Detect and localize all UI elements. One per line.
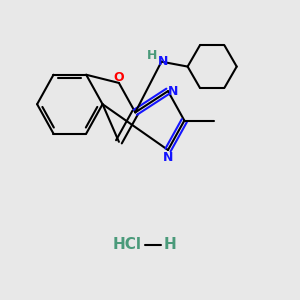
Text: HCl: HCl xyxy=(112,237,142,252)
Text: H: H xyxy=(147,49,158,62)
Text: O: O xyxy=(114,70,124,83)
Text: N: N xyxy=(158,55,169,68)
Text: H: H xyxy=(163,237,176,252)
Text: N: N xyxy=(168,85,178,98)
Text: N: N xyxy=(163,151,173,164)
